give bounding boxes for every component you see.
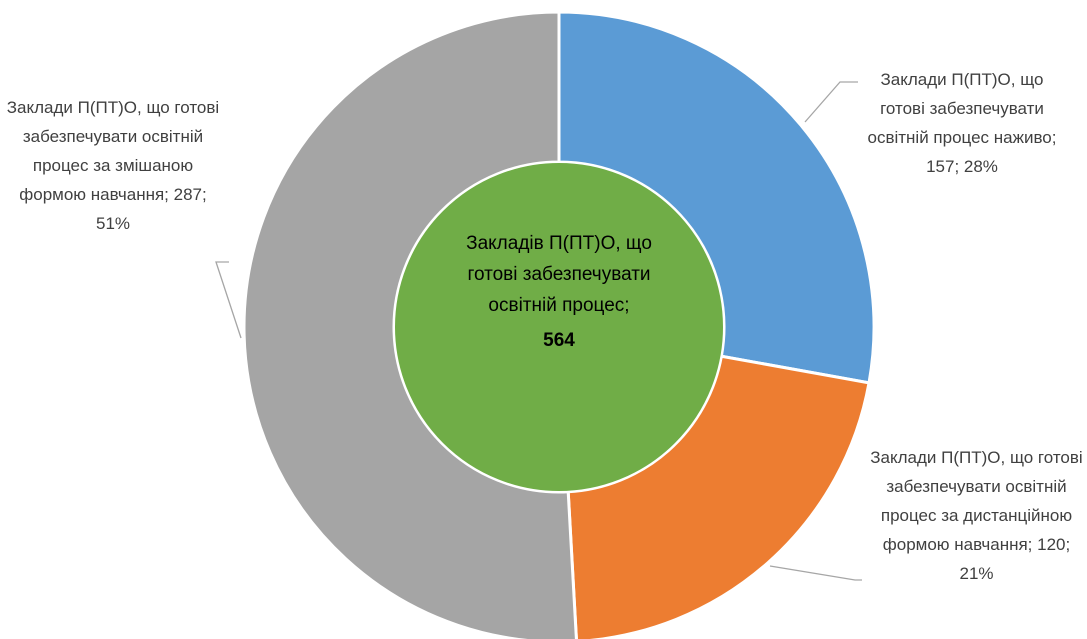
leader-line: [769, 565, 862, 581]
center-label: Закладів П(ПТ)О, що готові забезпечувати…: [466, 233, 652, 316]
data-label: Заклади П(ПТ)О, що готові забезпечувати …: [6, 98, 220, 233]
data-label: Заклади П(ПТ)О, що готові забезпечувати …: [867, 70, 1057, 176]
leader-line: [804, 81, 858, 123]
center-circle: [393, 161, 725, 493]
center-value: 564: [543, 330, 575, 351]
data-label: Заклади П(ПТ)О, що готові забезпечувати …: [870, 448, 1083, 583]
leader-line: [215, 261, 242, 339]
center-text: Закладів П(ПТ)О, що готові забезпечувати…: [452, 228, 666, 356]
